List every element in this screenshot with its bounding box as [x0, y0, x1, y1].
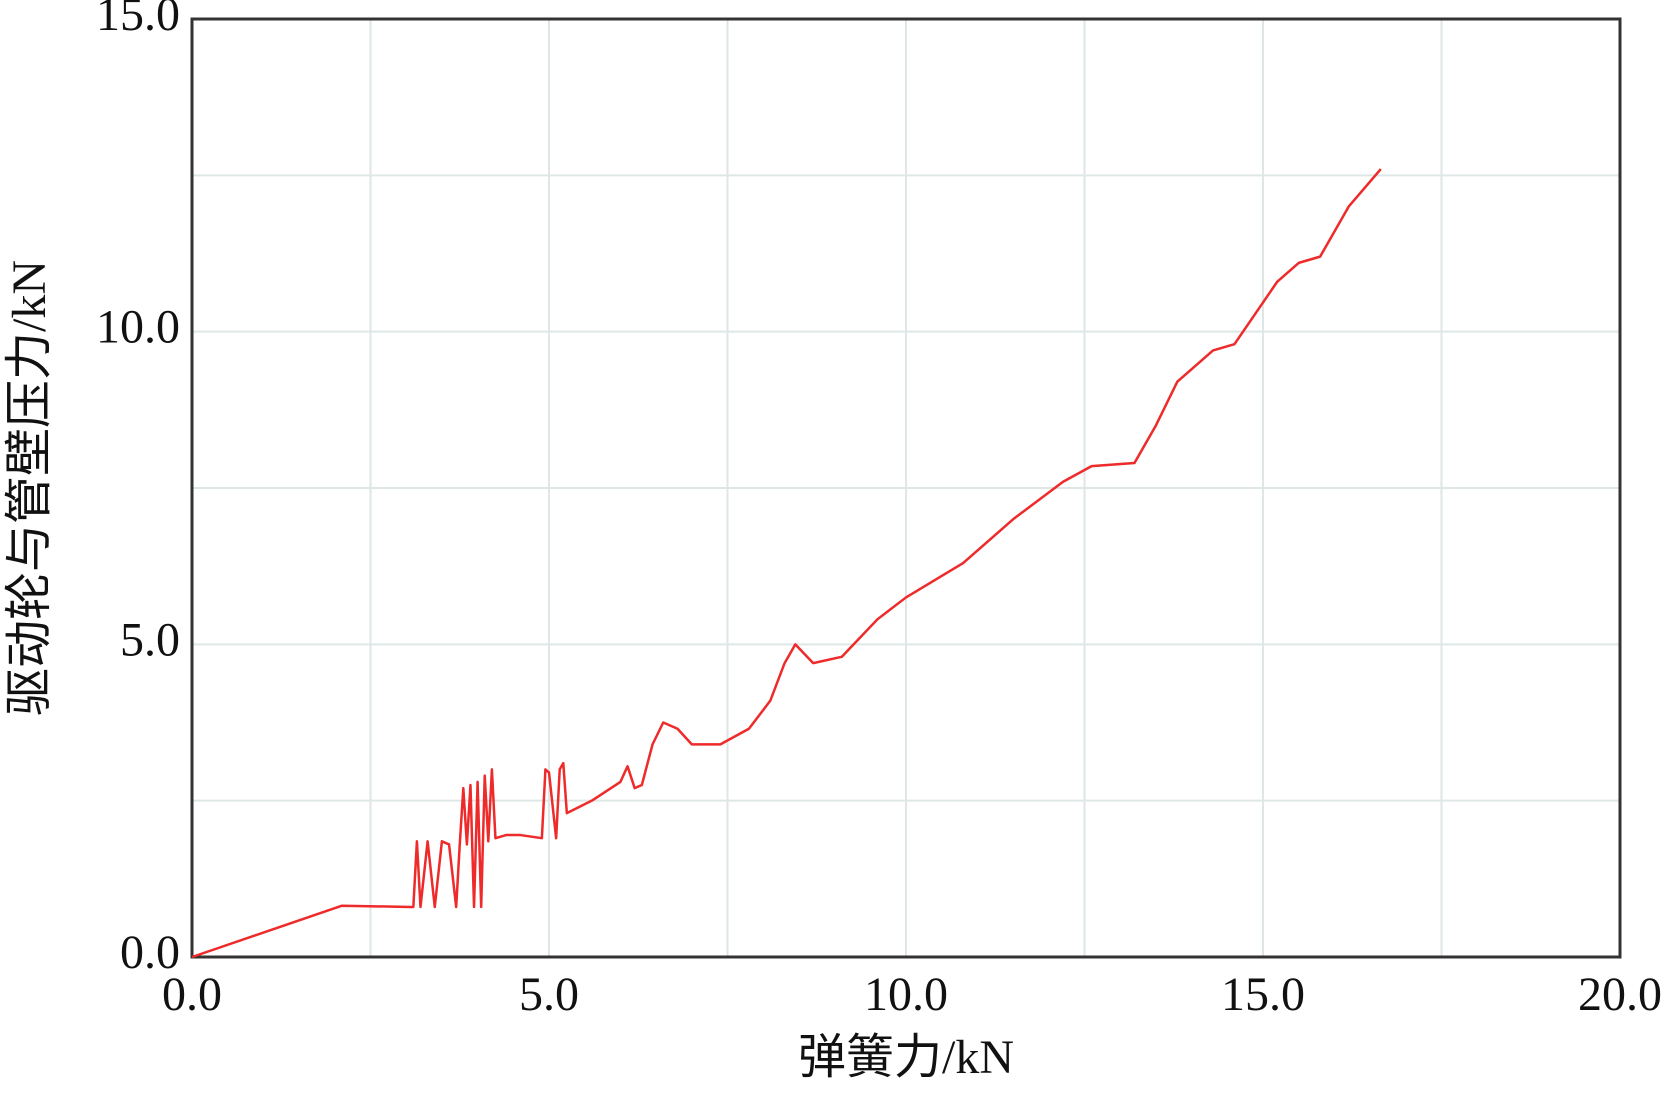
- x-tick-label: 0.0: [162, 968, 222, 1021]
- x-tick-label: 20.0: [1578, 968, 1662, 1021]
- y-axis-label: 驱动轮与管壁压力/kN: [3, 260, 56, 716]
- y-tick-label: 0.0: [120, 926, 180, 979]
- y-tick-label: 5.0: [120, 613, 180, 666]
- y-tick-label: 10.0: [96, 301, 180, 354]
- y-tick-label: 15.0: [96, 0, 180, 41]
- data-line: [191, 168, 1382, 959]
- x-tick-label: 10.0: [864, 968, 948, 1021]
- x-tick-label: 15.0: [1221, 968, 1305, 1021]
- x-tick-label: 5.0: [519, 968, 579, 1021]
- x-axis-label: 弹簧力/kN: [798, 1031, 1014, 1084]
- plot-frame: [190, 17, 1622, 959]
